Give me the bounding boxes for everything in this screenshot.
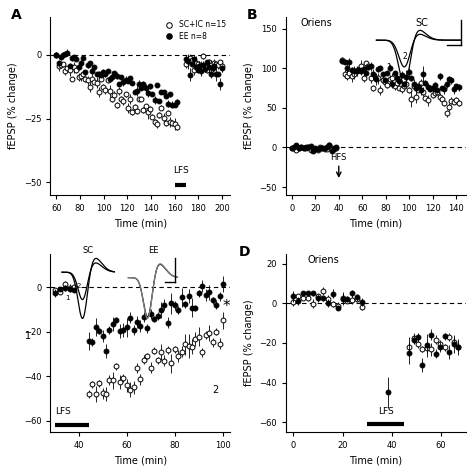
Text: 2: 2	[212, 385, 219, 395]
Text: HFS: HFS	[330, 153, 347, 162]
X-axis label: Time (min): Time (min)	[114, 219, 167, 228]
Text: LFS: LFS	[378, 407, 393, 416]
X-axis label: Time (min): Time (min)	[349, 456, 402, 465]
Y-axis label: fEPSP (% change): fEPSP (% change)	[244, 63, 254, 149]
Legend: SC+IC n=15, EE n=8: SC+IC n=15, EE n=8	[159, 18, 229, 44]
Text: A: A	[11, 8, 22, 22]
X-axis label: Time (min): Time (min)	[114, 456, 167, 465]
Text: D: D	[239, 245, 251, 259]
Text: 1: 1	[25, 331, 31, 341]
Text: Oriens: Oriens	[308, 255, 339, 265]
Text: LFS: LFS	[173, 166, 188, 175]
X-axis label: Time (min): Time (min)	[349, 219, 402, 228]
Y-axis label: fEPSP (% change): fEPSP (% change)	[244, 300, 254, 386]
Text: SC: SC	[415, 18, 428, 28]
Text: *: *	[223, 299, 231, 314]
Text: Oriens: Oriens	[301, 18, 332, 28]
Text: LFS: LFS	[55, 408, 71, 417]
Text: B: B	[246, 8, 257, 22]
Y-axis label: fEPSP (% change): fEPSP (% change)	[9, 63, 18, 149]
